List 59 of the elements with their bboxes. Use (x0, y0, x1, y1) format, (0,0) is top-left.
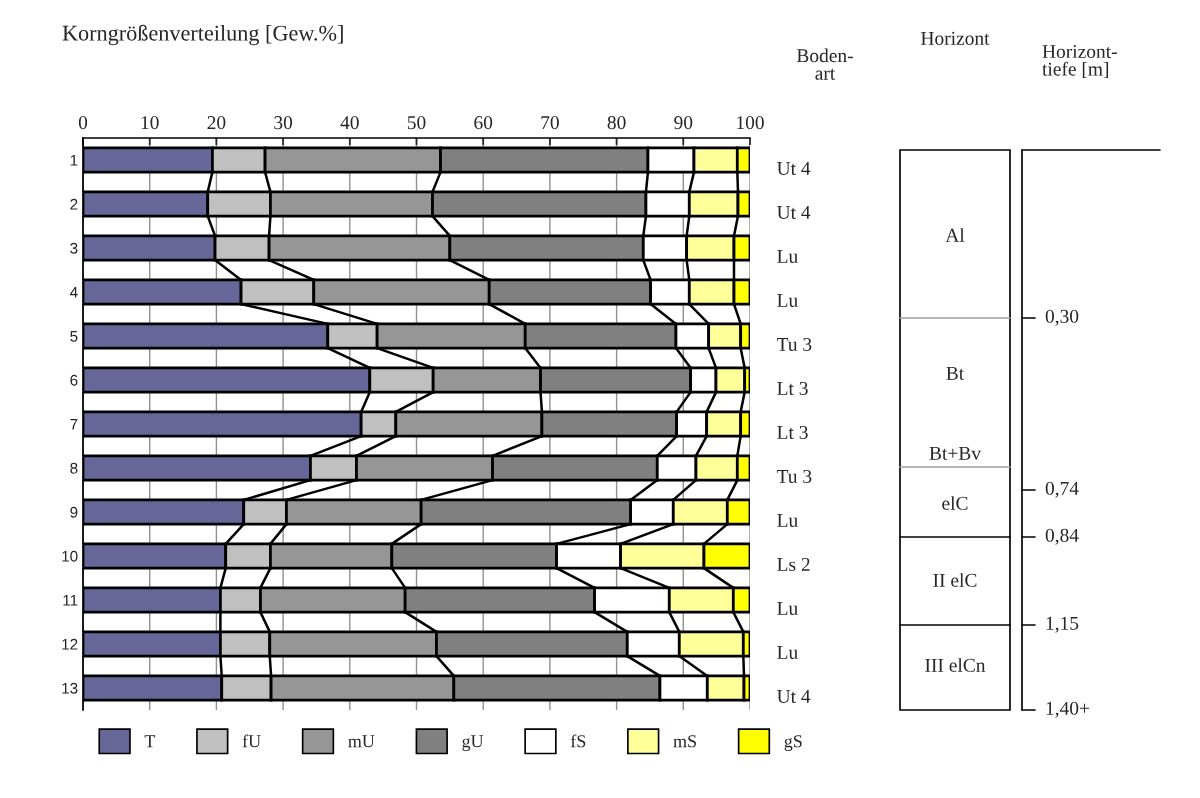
x-tick-label: 80 (607, 116, 626, 130)
y-tick-label: 11 (63, 595, 78, 606)
text: elC (942, 496, 968, 510)
legend-label: gU (462, 735, 484, 752)
y-tick-label: 6 (70, 374, 78, 386)
text: Horizont- tiefe [m] (1042, 44, 1117, 79)
text: Bt (946, 366, 965, 380)
y-tick-label: 10 (62, 550, 78, 562)
legend-label: fU (242, 734, 261, 748)
text: 0,30 (1045, 309, 1079, 326)
x-tick-label: 70 (541, 116, 559, 130)
text: 1,15 (1046, 616, 1079, 633)
text: Boden- art (796, 48, 853, 80)
y-tick-label: 9 (70, 506, 78, 518)
category-label: Lt 3 (777, 381, 808, 395)
y-tick-label: 1 (70, 155, 78, 166)
x-tick-label: 20 (207, 116, 226, 130)
text: Al (945, 228, 965, 242)
category-label: Lu (777, 514, 798, 527)
category-label: Lu (777, 602, 798, 615)
text: 1,40+ (1046, 701, 1090, 718)
category-label: Lu (777, 294, 798, 307)
legend-label: fS (570, 734, 586, 748)
category-label: Lt 3 (777, 425, 808, 439)
y-tick-label: 13 (62, 682, 78, 694)
x-tick-label: 100 (737, 116, 764, 130)
text: III elCn (925, 658, 986, 672)
y-tick-label: 8 (70, 462, 78, 474)
x-tick-label: 30 (274, 116, 293, 130)
category-label: Lu (777, 646, 798, 659)
x-tick-label: 10 (141, 116, 159, 130)
text: II elC (933, 573, 977, 587)
x-tick-label: 60 (474, 116, 493, 130)
y-tick-label: 2 (70, 198, 78, 210)
text: 0,84 (1045, 528, 1079, 545)
category-label: Ut 4 (777, 690, 811, 703)
y-tick-label: 4 (69, 287, 78, 298)
category-label: Tu 3 (776, 337, 812, 351)
y-tick-label: 12 (62, 638, 78, 650)
y-tick-label: 3 (70, 242, 78, 254)
legend-label: mU (348, 735, 375, 748)
legend-label: gS (784, 735, 802, 752)
y-tick-label: 7 (70, 419, 78, 430)
category-label: Ut 4 (777, 206, 811, 219)
text: 0,74 (1045, 481, 1079, 498)
y-tick-label: 5 (70, 331, 78, 342)
x-tick-label: 50 (407, 116, 426, 130)
category-label: Ut 4 (777, 162, 811, 175)
category-label: Tu 3 (776, 469, 812, 483)
category-label: Lu (777, 250, 798, 263)
legend-label: mS (673, 735, 696, 748)
x-tick-label: 90 (674, 116, 693, 130)
category-label: Ls 2 (777, 557, 810, 571)
chart-title: Korngrößenverteilung [Gew.%] (62, 24, 343, 46)
text: Horizont (921, 31, 990, 45)
x-tick-label: 40 (340, 116, 359, 130)
text: Bt+Bv (929, 446, 982, 460)
x-tick-label: 0 (78, 116, 88, 130)
legend-label: T (144, 735, 156, 748)
